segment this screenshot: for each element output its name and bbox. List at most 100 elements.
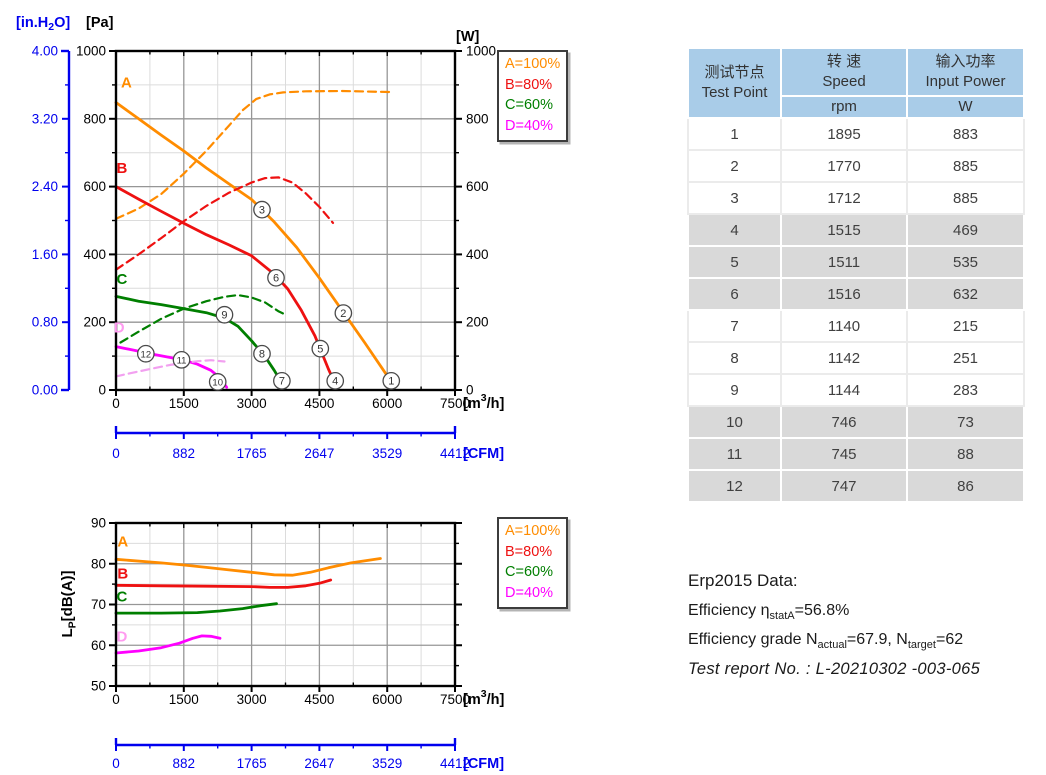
cell-rpm: 745 bbox=[780, 437, 908, 471]
erp-title: Erp2015 Data: bbox=[688, 571, 798, 590]
header-test-point-en: Test Point bbox=[701, 84, 768, 101]
legend-item-B: B=80% bbox=[505, 543, 553, 560]
header-input-power-en: Input Power bbox=[925, 73, 1006, 90]
legend-noise-chart: A=100% B=80% C=60% D=40% bbox=[497, 517, 569, 609]
svg-text:6: 6 bbox=[273, 273, 279, 285]
point-marker-5: 5 bbox=[311, 339, 330, 358]
erp-grade-value: =62 bbox=[935, 631, 964, 648]
svg-text:2: 2 bbox=[340, 308, 346, 320]
cell-power: 283 bbox=[906, 373, 1025, 407]
cell-test-point: 8 bbox=[687, 341, 782, 375]
svg-text:7: 7 bbox=[279, 376, 285, 388]
cell-power: 469 bbox=[906, 213, 1025, 247]
point-marker-1: 1 bbox=[382, 371, 401, 390]
cfm-tick-label: 4412 bbox=[440, 446, 470, 461]
cell-rpm: 746 bbox=[780, 405, 908, 439]
header-speed-en: Speed bbox=[822, 73, 866, 90]
table-row-7: 7 1140 215 bbox=[687, 309, 1025, 343]
cfm-tick-label: 3529 bbox=[372, 446, 402, 461]
inh2o-tick-label: 0.80 bbox=[32, 315, 58, 330]
cell-power: 86 bbox=[906, 469, 1025, 503]
cell-test-point: 3 bbox=[687, 181, 782, 215]
x-tick-label: 1500 bbox=[169, 396, 199, 411]
header-speed: 转 速 Speed bbox=[780, 47, 908, 97]
cell-test-point: 6 bbox=[687, 277, 782, 311]
table-row-10: 10 746 73 bbox=[687, 405, 1025, 439]
header-w-unit: W bbox=[906, 95, 1025, 119]
x-tick-label: 7500 bbox=[440, 396, 470, 411]
cell-test-point: 12 bbox=[687, 469, 782, 503]
header-input-power-zh: 输入功率 bbox=[935, 53, 996, 70]
x-tick-label: 3000 bbox=[237, 396, 267, 411]
legend-pressure-chart: A=100% B=80% C=60% D=40% bbox=[497, 50, 569, 142]
cell-power: 632 bbox=[906, 277, 1025, 311]
cfm-tick-label: 2647 bbox=[304, 446, 334, 461]
point-marker-12: 12 bbox=[136, 344, 155, 363]
point-marker-8: 8 bbox=[253, 344, 271, 363]
cell-rpm: 1770 bbox=[780, 149, 908, 183]
curve-B-pressure bbox=[114, 185, 337, 386]
cfm-tick-label: 1765 bbox=[237, 756, 267, 771]
cell-rpm: 1511 bbox=[780, 245, 908, 279]
erp-data-block: Erp2015 Data: Efficiency ηstatA=56.8% Ef… bbox=[688, 571, 1046, 679]
inh2o-axis-unit: [in.H2O] bbox=[16, 15, 70, 33]
cfm-tick-label: 4412 bbox=[440, 756, 470, 771]
cell-rpm: 1144 bbox=[780, 373, 908, 407]
curve-label-A: A bbox=[121, 74, 132, 91]
cell-rpm: 1895 bbox=[780, 117, 908, 151]
curve-label-C: C bbox=[116, 271, 127, 288]
cell-rpm: 1142 bbox=[780, 341, 908, 375]
point-marker-10: 10 bbox=[208, 373, 227, 391]
cfm-tick-label: 0 bbox=[112, 446, 120, 461]
noise-chart: 50 60 70 80 90 0 1500 3000 4500 6000 7500[m3/h] 0 88… bbox=[59, 516, 504, 773]
w-tick-label: 800 bbox=[466, 111, 489, 126]
y-tick-label: 0 bbox=[98, 383, 106, 398]
cfm-tick-label: 1765 bbox=[237, 446, 267, 461]
svg-text:8: 8 bbox=[259, 349, 265, 361]
table-row-12: 12 747 86 bbox=[687, 469, 1025, 503]
curve-label-D: D bbox=[116, 629, 127, 646]
cell-power: 885 bbox=[906, 149, 1025, 183]
inh2o-tick-label: 4.00 bbox=[32, 44, 58, 59]
y-tick-label: 50 bbox=[91, 679, 106, 694]
cell-test-point: 5 bbox=[687, 245, 782, 279]
pa-axis-unit: [Pa] bbox=[86, 15, 114, 31]
w-tick-label: 1000 bbox=[466, 44, 496, 59]
inh2o-tick-label: 0.00 bbox=[32, 383, 58, 398]
table-row-3: 3 1712 885 bbox=[687, 181, 1025, 215]
cfm-axis-unit: [CFM] bbox=[463, 756, 504, 772]
cell-test-point: 11 bbox=[687, 437, 782, 471]
table-row-4: 4 1515 469 bbox=[687, 213, 1025, 247]
table-row-8: 8 1142 251 bbox=[687, 341, 1025, 375]
erp-eff-sub: statA bbox=[769, 610, 795, 622]
legend-item-A: A=100% bbox=[505, 56, 561, 72]
cell-power: 73 bbox=[906, 405, 1025, 439]
y-tick-label: 1000 bbox=[76, 44, 106, 59]
legend-item-A: A=100% bbox=[505, 523, 561, 539]
point-marker-3: 3 bbox=[253, 200, 271, 219]
curve-C-noise bbox=[114, 602, 278, 615]
erp-report-no: Test report No. : L-20210302 -003-065 bbox=[688, 660, 981, 678]
inh2o-tick-label: 2.40 bbox=[32, 179, 58, 194]
curve-D-noise bbox=[114, 634, 222, 655]
w-tick-label: 0 bbox=[466, 383, 474, 398]
table-row-11: 11 745 88 bbox=[687, 437, 1025, 471]
y-tick-label: 60 bbox=[91, 638, 106, 653]
x-tick-label: 0 bbox=[112, 692, 120, 707]
cell-test-point: 4 bbox=[687, 213, 782, 247]
erp-eff-value: =56.8% bbox=[794, 602, 850, 619]
curve-A-noise bbox=[114, 557, 382, 577]
table-row-2: 2 1770 885 bbox=[687, 149, 1025, 183]
header-test-point: 测试节点 Test Point bbox=[687, 47, 782, 119]
curve-label-C: C bbox=[116, 589, 127, 606]
cfm-tick-label: 0 bbox=[112, 756, 120, 771]
noise-y-axis-label: LP[dB(A)] bbox=[59, 570, 79, 637]
point-marker-4: 4 bbox=[326, 371, 345, 390]
svg-text:9: 9 bbox=[221, 310, 227, 322]
y-tick-label: 200 bbox=[83, 315, 106, 330]
cell-power: 535 bbox=[906, 245, 1025, 279]
w-tick-label: 200 bbox=[466, 315, 489, 330]
curve-B-noise bbox=[114, 578, 333, 589]
erp-grade-mid: =67.9, N bbox=[846, 631, 908, 648]
inh2o-tick-label: 3.20 bbox=[32, 111, 58, 126]
